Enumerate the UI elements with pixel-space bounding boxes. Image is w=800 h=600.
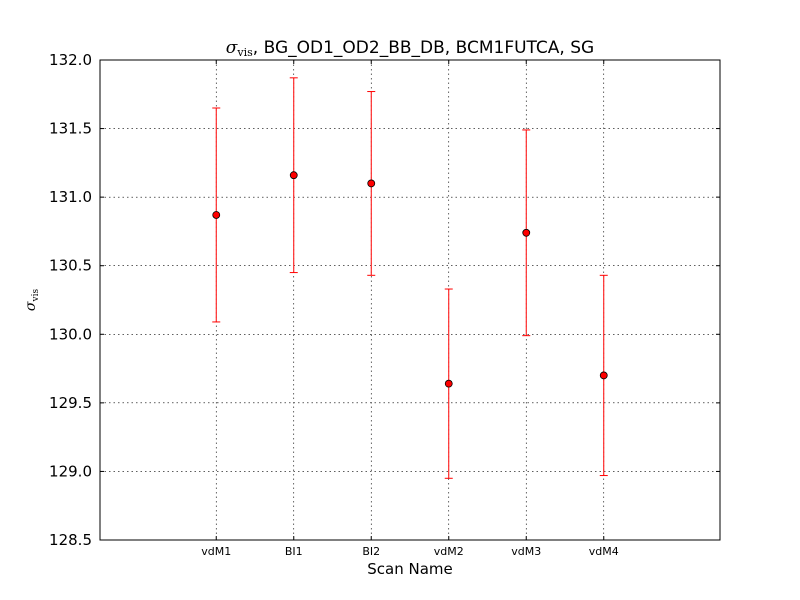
y-tick-label: 130.0 bbox=[49, 325, 92, 343]
x-tick-label: vdM3 bbox=[511, 545, 541, 558]
data-point bbox=[367, 179, 376, 188]
axis-ticks bbox=[100, 59, 720, 541]
title-subscript: vis bbox=[236, 46, 253, 59]
y-tick-label: 129.0 bbox=[49, 462, 92, 480]
y-tick-label: 128.5 bbox=[49, 531, 92, 549]
x-tick-label: BI1 bbox=[285, 545, 303, 558]
data-point bbox=[599, 371, 608, 380]
y-tick-label: 130.5 bbox=[49, 257, 92, 275]
data-point bbox=[522, 228, 531, 237]
y-axis-label: σvis bbox=[23, 289, 41, 312]
y-axis-label-sigma: σ bbox=[23, 301, 39, 311]
y-tick-label: 132.0 bbox=[49, 51, 92, 69]
x-tick-label: vdM4 bbox=[589, 545, 619, 558]
plot-frame bbox=[99, 59, 721, 541]
y-axis-label-subscript: vis bbox=[31, 289, 41, 303]
grid bbox=[100, 60, 720, 540]
y-tick-label: 129.5 bbox=[49, 394, 92, 412]
title-sigma: σ bbox=[226, 38, 238, 58]
chart-title: σvis, BG_OD1_OD2_BB_DB, BCM1FUTCA, SG bbox=[226, 38, 594, 59]
title-text: , BG_OD1_OD2_BB_DB, BCM1FUTCA, SG bbox=[253, 38, 594, 58]
y-tick-label: 131.0 bbox=[49, 188, 92, 206]
x-axis-label: Scan Name bbox=[367, 560, 453, 578]
error-bars bbox=[212, 77, 608, 479]
x-tick-label: BI2 bbox=[362, 545, 380, 558]
x-tick-label: vdM2 bbox=[434, 545, 464, 558]
data-point bbox=[444, 379, 453, 388]
x-tick-label: vdM1 bbox=[201, 545, 231, 558]
y-tick-label: 131.5 bbox=[49, 120, 92, 138]
x-tick-labels: vdM1 BI1 BI2 vdM2 vdM3 vdM4 bbox=[201, 545, 618, 558]
data-points bbox=[212, 171, 608, 388]
data-point bbox=[289, 171, 298, 180]
y-tick-labels: 128.5 129.0 129.5 130.0 130.5 131.0 131.5 132.0 bbox=[49, 51, 92, 549]
data-point bbox=[212, 211, 221, 219]
